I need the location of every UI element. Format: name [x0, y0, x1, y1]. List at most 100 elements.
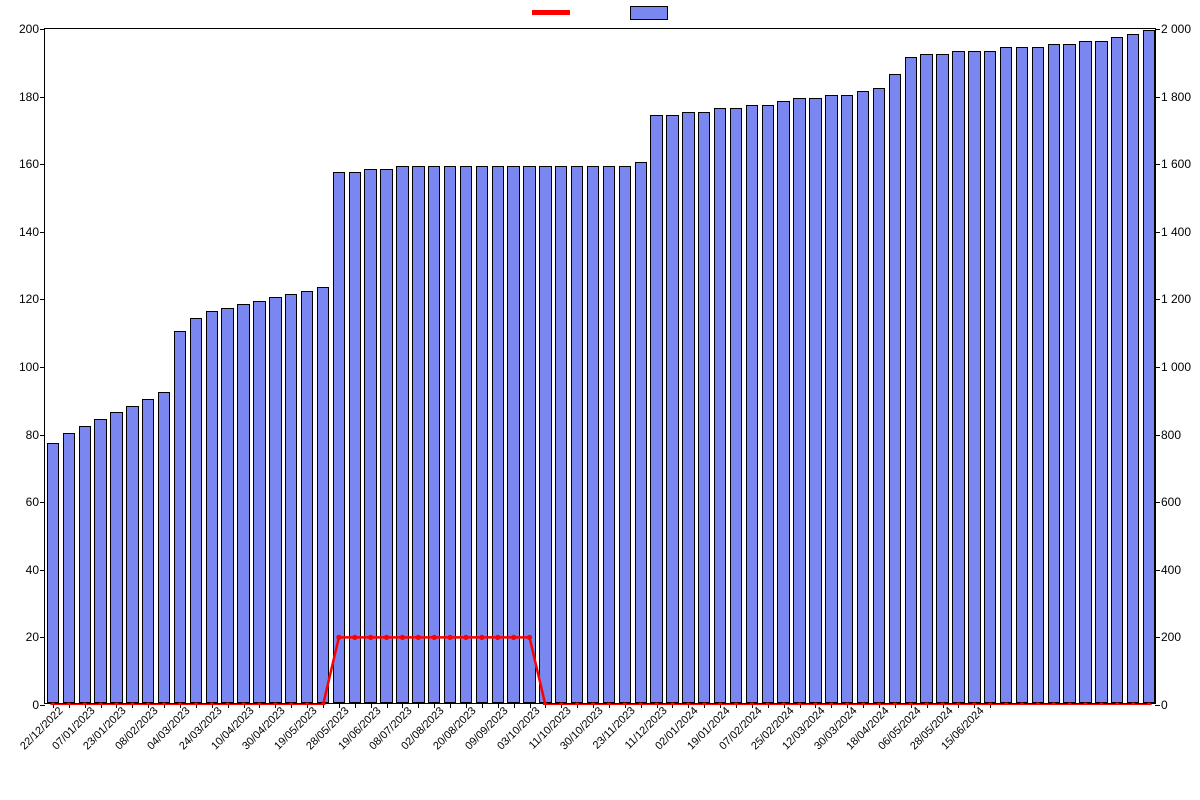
- x-tick-mark: [402, 703, 403, 708]
- x-tick-mark: [466, 703, 467, 708]
- y-right-tick-mark: [1155, 29, 1160, 30]
- bar: [889, 74, 901, 703]
- x-tick-mark: [895, 703, 896, 708]
- bar: [158, 392, 170, 703]
- bar: [492, 166, 504, 703]
- x-tick-mark: [768, 703, 769, 708]
- bar: [412, 166, 424, 703]
- x-tick-mark: [101, 703, 102, 708]
- x-tick-mark: [323, 703, 324, 708]
- x-tick-mark: [990, 703, 991, 708]
- y-right-tick-mark: [1155, 299, 1160, 300]
- x-tick-mark: [132, 703, 133, 708]
- bar: [174, 331, 186, 703]
- y-right-tick-label: 1 200: [1155, 293, 1191, 305]
- y-left-tick-mark: [40, 232, 45, 233]
- bar: [777, 101, 789, 703]
- y-right-tick-mark: [1155, 570, 1160, 571]
- x-tick-mark: [53, 703, 54, 708]
- bar: [698, 112, 710, 704]
- x-tick-mark: [577, 703, 578, 708]
- bar: [603, 166, 615, 703]
- y-right-tick-label: 1 000: [1155, 361, 1191, 373]
- bar: [746, 105, 758, 703]
- x-tick-mark: [688, 703, 689, 708]
- legend: [0, 6, 1200, 20]
- x-tick-mark: [339, 703, 340, 708]
- x-tick-mark: [911, 703, 912, 708]
- bar: [762, 105, 774, 703]
- bar: [1016, 47, 1028, 703]
- bar: [317, 287, 329, 703]
- bar: [428, 166, 440, 703]
- bar: [619, 166, 631, 703]
- x-tick-mark: [927, 703, 928, 708]
- bar: [94, 419, 106, 703]
- bar: [936, 54, 948, 703]
- bar: [190, 318, 202, 703]
- bar: [809, 98, 821, 703]
- bar: [650, 115, 662, 703]
- bar: [857, 91, 869, 703]
- bar: [349, 172, 361, 703]
- y-right-tick-mark: [1155, 705, 1160, 706]
- bar: [1048, 44, 1060, 703]
- x-tick-mark: [863, 703, 864, 708]
- y-right-tick-label: 1 400: [1155, 226, 1191, 238]
- bar: [920, 54, 932, 703]
- bar: [952, 51, 964, 703]
- x-tick-mark: [943, 703, 944, 708]
- bar: [666, 115, 678, 703]
- x-tick-mark: [625, 703, 626, 708]
- y-left-tick-mark: [40, 299, 45, 300]
- bar: [793, 98, 805, 703]
- bar: [635, 162, 647, 703]
- bar: [79, 426, 91, 703]
- y-left-tick-mark: [40, 164, 45, 165]
- x-tick-mark: [641, 703, 642, 708]
- bar: [905, 57, 917, 703]
- x-tick-mark: [164, 703, 165, 708]
- plot-area: 22/12/202207/01/202323/01/202308/02/2023…: [44, 28, 1156, 704]
- bar: [110, 412, 122, 703]
- x-tick-mark: [847, 703, 848, 708]
- bar: [523, 166, 535, 703]
- y-left-tick-mark: [40, 502, 45, 503]
- bar: [285, 294, 297, 703]
- legend-item-bar: [630, 6, 668, 20]
- bar: [1032, 47, 1044, 703]
- bar: [730, 108, 742, 703]
- x-tick-mark: [434, 703, 435, 708]
- x-tick-mark: [498, 703, 499, 708]
- bar: [301, 291, 313, 703]
- x-tick-mark: [800, 703, 801, 708]
- bar: [841, 95, 853, 703]
- x-tick-mark: [244, 703, 245, 708]
- chart-stage: 22/12/202207/01/202323/01/202308/02/2023…: [0, 0, 1200, 800]
- y-left-tick-mark: [40, 637, 45, 638]
- x-tick-mark: [593, 703, 594, 708]
- y-left-tick-mark: [40, 29, 45, 30]
- bar: [253, 301, 265, 703]
- y-right-tick-mark: [1155, 232, 1160, 233]
- y-right-tick-mark: [1155, 367, 1160, 368]
- x-tick-mark: [259, 703, 260, 708]
- bar: [333, 172, 345, 703]
- x-tick-mark: [752, 703, 753, 708]
- y-right-tick-mark: [1155, 435, 1160, 436]
- bar: [47, 443, 59, 703]
- y-right-tick-mark: [1155, 97, 1160, 98]
- x-tick-mark: [116, 703, 117, 708]
- y-left-tick-mark: [40, 705, 45, 706]
- x-tick-mark: [418, 703, 419, 708]
- x-tick-mark: [355, 703, 356, 708]
- bar: [63, 433, 75, 703]
- bar: [126, 406, 138, 703]
- y-right-tick-mark: [1155, 637, 1160, 638]
- x-tick-mark: [387, 703, 388, 708]
- x-tick-mark: [958, 703, 959, 708]
- y-right-tick-mark: [1155, 164, 1160, 165]
- x-tick-mark: [815, 703, 816, 708]
- y-right-tick-label: 1 600: [1155, 158, 1191, 170]
- bar: [444, 166, 456, 703]
